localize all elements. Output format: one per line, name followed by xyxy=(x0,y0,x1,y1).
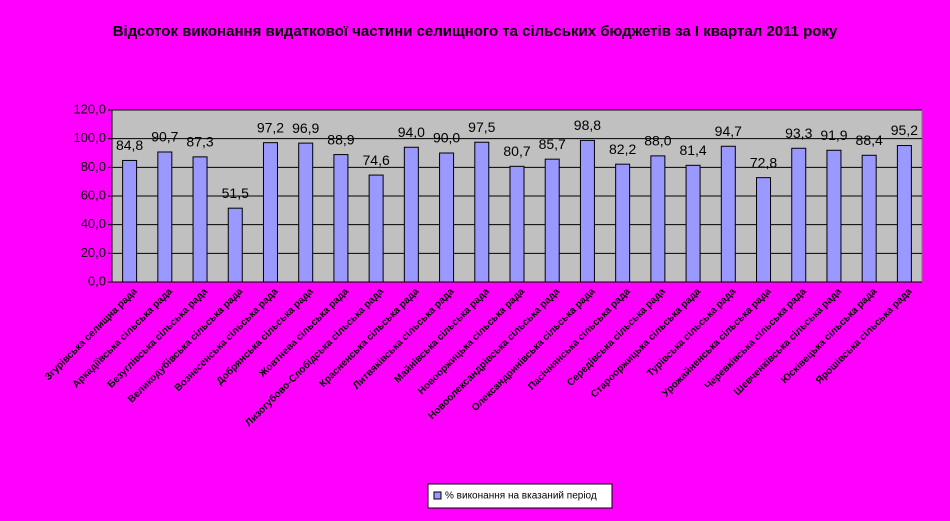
bar xyxy=(826,149,842,283)
bar xyxy=(333,154,349,283)
value-label: 95,2 xyxy=(891,122,918,138)
x-tick-label: Новоолександрівська сільська рада xyxy=(426,286,562,422)
bar xyxy=(861,154,877,283)
bar xyxy=(262,142,278,283)
value-label: 97,2 xyxy=(257,119,284,135)
bar xyxy=(544,158,560,283)
value-label: 94,0 xyxy=(398,124,425,140)
legend-box xyxy=(427,483,613,509)
y-tick-label: 40,0 xyxy=(81,216,106,231)
y-tick-label: 60,0 xyxy=(81,187,106,202)
bar xyxy=(122,159,138,283)
bar xyxy=(615,163,631,283)
value-label: 91,9 xyxy=(820,127,847,143)
chart-title: Відсоток виконання видаткової частини се… xyxy=(112,23,838,40)
value-label: 87,3 xyxy=(186,134,213,150)
x-tick-label: Олександринівська сільська рада xyxy=(470,286,598,414)
value-label: 82,2 xyxy=(609,141,636,157)
bar xyxy=(791,147,807,283)
value-label: 88,0 xyxy=(644,133,671,149)
value-label: 80,7 xyxy=(503,143,530,159)
y-tick-label: 0,0 xyxy=(88,273,106,288)
bar xyxy=(192,156,208,283)
value-label: 98,8 xyxy=(574,117,601,133)
y-tick-label: 100,0 xyxy=(73,130,106,145)
value-label: 96,9 xyxy=(292,120,319,136)
bar xyxy=(227,207,243,283)
y-tick-label: 20,0 xyxy=(81,245,106,260)
value-label: 88,9 xyxy=(327,131,354,147)
value-label: 51,5 xyxy=(222,185,249,201)
value-label: 90,7 xyxy=(151,129,178,145)
bar xyxy=(403,146,419,283)
y-tick-label: 120,0 xyxy=(73,101,106,116)
bar xyxy=(579,139,595,283)
y-tick-label: 80,0 xyxy=(81,159,106,174)
bar xyxy=(439,152,455,283)
value-label: 74,6 xyxy=(363,152,390,168)
bar xyxy=(474,141,490,283)
bar xyxy=(720,145,736,283)
bar xyxy=(157,151,173,283)
value-label: 84,8 xyxy=(116,137,143,153)
bar xyxy=(650,155,666,283)
value-label: 94,7 xyxy=(715,123,742,139)
legend-label: % виконання на вказаний період xyxy=(445,491,597,502)
bar xyxy=(756,177,772,283)
value-label: 93,3 xyxy=(785,125,812,141)
value-label: 97,5 xyxy=(468,119,495,135)
bar xyxy=(896,145,912,283)
value-label: 85,7 xyxy=(539,136,566,152)
value-label: 72,8 xyxy=(750,154,777,170)
bar xyxy=(368,174,384,283)
value-label: 90,0 xyxy=(433,130,460,146)
bar xyxy=(685,164,701,283)
legend-swatch xyxy=(433,491,442,500)
value-label: 81,4 xyxy=(679,142,706,158)
bar xyxy=(509,165,525,283)
bar xyxy=(298,142,314,283)
value-label: 88,4 xyxy=(856,132,883,148)
